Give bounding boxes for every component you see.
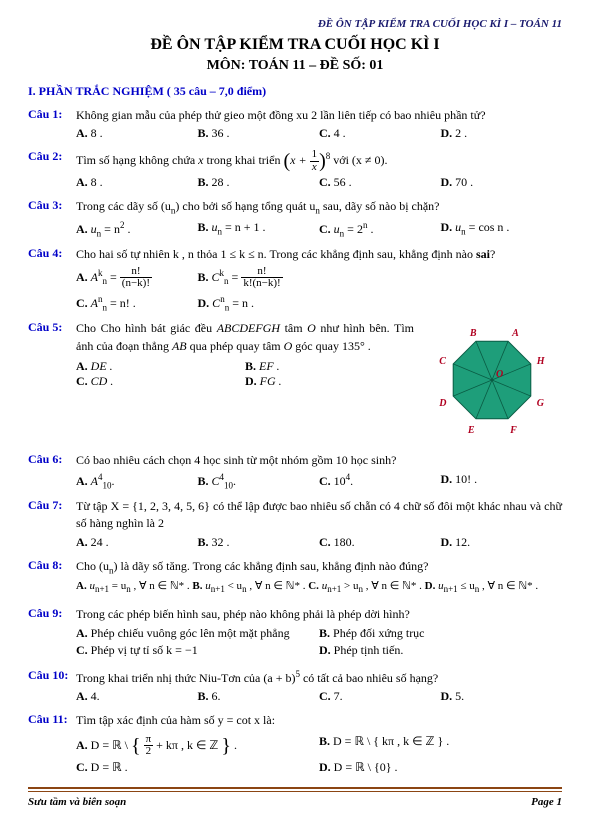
q2-opt-d: D. 70 . (441, 175, 563, 190)
question-5: Câu 5: Cho Cho hình bát giác đều ABCDEFG… (28, 320, 562, 444)
question-7: Câu 7: Từ tập X = {1, 2, 3, 4, 5, 6} có … (28, 498, 562, 550)
question-4: Câu 4: Cho hai số tự nhiên k , n thỏa 1 … (28, 246, 562, 312)
footer-rule-thin (28, 791, 562, 792)
q6-opt-d: D. 10! . (441, 472, 563, 490)
q7-opt-a: A. 24 . (76, 535, 198, 550)
footer-left: Sưu tầm và biên soạn (28, 796, 126, 808)
q4-opt-d: D. Cnn = n . (198, 294, 320, 312)
octagon-figure: B A H G F E D C O (422, 320, 562, 444)
q10-opt-b: B. 6. (198, 689, 320, 704)
q7-stem: Từ tập X = {1, 2, 3, 4, 5, 6} có thể lập… (76, 498, 562, 533)
q2-opt-a: A. 8 . (76, 175, 198, 190)
q4-stem: Cho hai số tự nhiên k , n thỏa 1 ≤ k ≤ n… (76, 246, 562, 263)
q4-opt-a: A. Akn = n!(n−k)! (76, 266, 198, 290)
q8-opt-b: B. un+1 < un , ∀ n ∈ ℕ* . (192, 580, 308, 592)
q7-opt-b: B. 32 . (198, 535, 320, 550)
q9-stem: Trong các phép biến hình sau, phép nào k… (76, 606, 562, 623)
q5-opt-b: B. EF . (245, 359, 414, 374)
svg-text:F: F (509, 425, 517, 436)
main-title: ĐỀ ÔN TẬP KIỂM TRA CUỐI HỌC KÌ I (28, 36, 562, 54)
q11-opt-c: C. D = ℝ . (76, 760, 319, 775)
q8-opt-a: A. un+1 = un , ∀ n ∈ ℕ* . (76, 580, 190, 592)
q6-opt-a: A. A410. (76, 472, 198, 490)
q11-opt-b: B. D = ℝ \ { kπ , k ∈ ℤ } . (319, 734, 562, 758)
q6-opt-c: C. 104. (319, 472, 441, 490)
svg-text:E: E (467, 425, 475, 436)
q2-stem: Tìm số hạng không chứa x trong khai triể… (76, 149, 562, 173)
q5-opt-a: A. DE . (76, 359, 245, 374)
q8-opt-c: C. un+1 > un , ∀ n ∈ ℕ* . (308, 580, 422, 592)
question-9: Câu 9: Trong các phép biến hình sau, phé… (28, 606, 562, 659)
svg-text:C: C (439, 356, 446, 367)
q1-opt-a: A. 8 . (76, 126, 198, 141)
q10-opt-d: D. 5. (441, 689, 563, 704)
q3-opt-a: A. un = n2 . (76, 220, 198, 238)
q11-opt-d: D. D = ℝ \ {0} . (319, 760, 562, 775)
q7-opt-d: D. 12. (441, 535, 563, 550)
q5-stem: Cho Cho hình bát giác đều ABCDEFGH tâm O… (76, 320, 414, 355)
sub-title: MÔN: TOÁN 11 – ĐỀ SỐ: 01 (28, 58, 562, 74)
q2-opt-b: B. 28 . (198, 175, 320, 190)
q3-opt-b: B. un = n + 1 . (198, 220, 320, 238)
svg-text:O: O (496, 369, 503, 380)
svg-text:D: D (438, 398, 446, 409)
q10-opt-c: C. 7. (319, 689, 441, 704)
svg-text:G: G (537, 398, 545, 409)
doc-header: ĐỀ ÔN TẬP KIỂM TRA CUỐI HỌC KÌ I – TOÁN … (28, 18, 562, 30)
q6-stem: Có bao nhiêu cách chọn 4 học sinh từ một… (76, 452, 562, 469)
svg-text:B: B (469, 328, 477, 339)
svg-text:A: A (511, 328, 519, 339)
q6-opt-b: B. C410. (198, 472, 320, 490)
question-1: Câu 1: Không gian mẫu của phép thử gieo … (28, 107, 562, 141)
q11-opt-a: A. D = ℝ \ { π2 + kπ , k ∈ ℤ } . (76, 734, 319, 758)
q9-opt-a: A. Phép chiếu vuông góc lên một mặt phẳn… (76, 626, 319, 641)
q10-opt-a: A. 4. (76, 689, 198, 704)
q2-opt-c: C. 56 . (319, 175, 441, 190)
svg-text:H: H (536, 356, 546, 367)
question-10: Câu 10: Trong khai triển nhị thức Niu-Tơ… (28, 668, 562, 704)
q1-opt-c: C. 4 . (319, 126, 441, 141)
q7-opt-c: C. 180. (319, 535, 441, 550)
question-3: Câu 3: Trong các dãy số (un) cho bởi số … (28, 198, 562, 238)
q11-stem: Tìm tập xác định của hàm số y = cot x là… (76, 712, 562, 729)
q1-stem: Không gian mẫu của phép thử gieo một đồn… (76, 107, 562, 124)
q5-opt-c: C. CD . (76, 374, 245, 389)
q1-opt-d: D. 2 . (441, 126, 563, 141)
question-6: Câu 6: Có bao nhiêu cách chọn 4 học sinh… (28, 452, 562, 490)
q9-opt-c: C. Phép vị tự tỉ số k = −1 (76, 643, 319, 658)
section-heading: I. PHẦN TRẮC NGHIỆM ( 35 câu – 7,0 điểm) (28, 84, 562, 99)
q8-opt-d: D. un+1 ≤ un , ∀ n ∈ ℕ* . (425, 580, 539, 592)
q3-opt-c: C. un = 2n . (319, 220, 441, 238)
q-label-prefix: Câu (28, 107, 52, 121)
footer-rule-thick (28, 787, 562, 789)
q5-opt-d: D. FG . (245, 374, 414, 389)
question-11: Câu 11: Tìm tập xác định của hàm số y = … (28, 712, 562, 776)
q-number: 1: (52, 107, 62, 121)
q3-opt-d: D. un = cos n . (441, 220, 563, 238)
question-8: Câu 8: Cho (un) là dãy số tăng. Trong cá… (28, 558, 562, 599)
q8-stem: Cho (un) là dãy số tăng. Trong các khẳng… (76, 558, 562, 577)
q9-opt-d: D. Phép tịnh tiến. (319, 643, 562, 658)
q4-opt-b: B. Ckn = n!k!(n−k)! (198, 266, 320, 290)
q4-opt-c: C. Ann = n! . (76, 294, 198, 312)
footer-right: Page 1 (531, 796, 562, 808)
q1-opt-b: B. 36 . (198, 126, 320, 141)
q9-opt-b: B. Phép đối xứng trục (319, 626, 562, 641)
q3-stem: Trong các dãy số (un) cho bởi số hạng tổ… (76, 198, 562, 217)
q10-stem: Trong khai triển nhị thức Niu-Tơn của (a… (76, 668, 562, 687)
question-2: Câu 2: Tìm số hạng không chứa x trong kh… (28, 149, 562, 190)
